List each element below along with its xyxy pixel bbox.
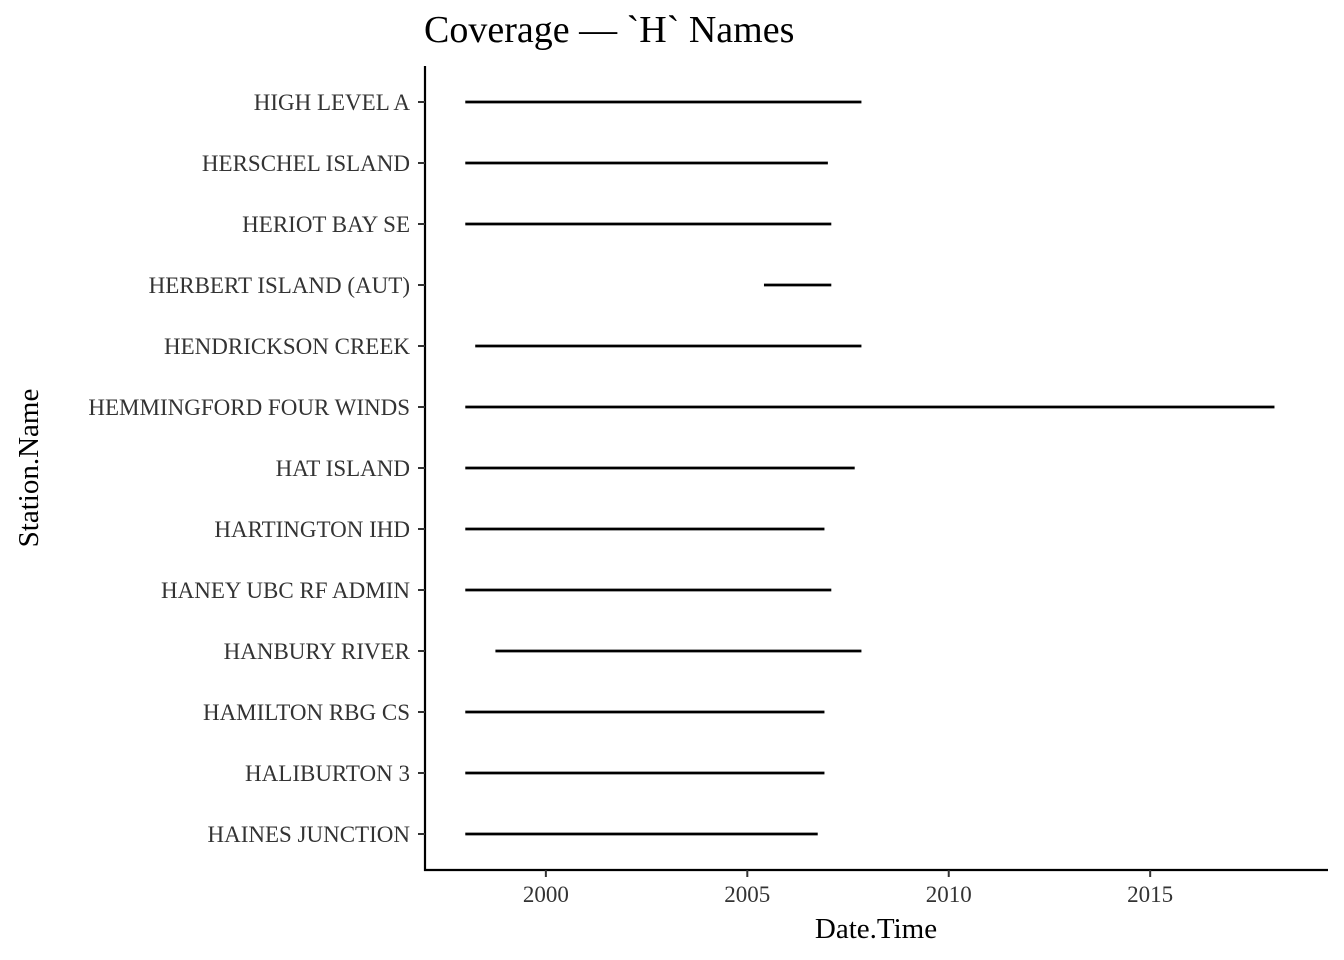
y-tick-label: HERIOT BAY SE [242, 212, 410, 237]
y-tick-label: HANEY UBC RF ADMIN [161, 578, 410, 603]
y-tick-label: HEMMINGFORD FOUR WINDS [88, 395, 410, 420]
x-tick-label: 2000 [523, 882, 569, 907]
chart-title: Coverage — `H` Names [424, 9, 794, 51]
y-tick-label: HAT ISLAND [276, 456, 410, 481]
y-axis-title: Station.Name [13, 389, 45, 548]
y-tick-label: HANBURY RIVER [224, 639, 411, 664]
x-tick-label: 2005 [724, 882, 770, 907]
x-tick-label: 2015 [1127, 882, 1173, 907]
y-tick-label: HAMILTON RBG CS [203, 700, 410, 725]
x-axis-ticks: 2000 2005 2010 2015 [523, 870, 1173, 907]
y-tick-label: HIGH LEVEL A [254, 90, 411, 115]
y-tick-label: HENDRICKSON CREEK [164, 334, 410, 359]
y-axis-ticks: HIGH LEVEL A HERSCHEL ISLAND HERIOT BAY SE… [88, 90, 425, 847]
y-tick-label: HALIBURTON 3 [245, 761, 410, 786]
x-axis-title: Date.Time [815, 913, 937, 945]
x-tick-label: 2010 [926, 882, 972, 907]
y-tick-label: HERBERT ISLAND (AUT) [149, 273, 410, 298]
y-tick-label: HAINES JUNCTION [207, 822, 410, 847]
y-tick-label: HERSCHEL ISLAND [202, 151, 410, 176]
y-tick-label: HARTINGTON IHD [214, 517, 410, 542]
coverage-segments [465, 100, 1275, 836]
